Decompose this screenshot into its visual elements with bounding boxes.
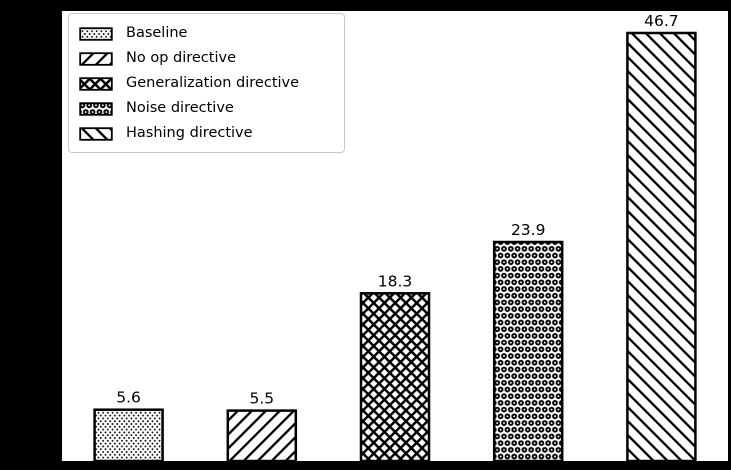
bar [226, 409, 298, 461]
slash-hatch-swatch-icon [79, 126, 113, 141]
bar-value-label: 46.7 [644, 12, 679, 30]
legend-item-label: Generalization directive [126, 74, 300, 91]
legend-item-label: Hashing directive [126, 124, 253, 141]
legend-item-label: Baseline [126, 24, 188, 41]
bar [626, 31, 697, 461]
cross-diagonal-hatch-swatch-icon [79, 76, 113, 91]
bar-chart: 5.6 5.5 18.3 23.9 46.7 [93, 12, 697, 461]
legend: Baseline No op directive Generalization … [68, 13, 345, 153]
dots-large-hatch-swatch-icon [79, 101, 113, 116]
bar-value-label: 23.9 [511, 221, 546, 239]
bar [359, 292, 431, 461]
legend-item: No op directive [79, 46, 336, 71]
bar [93, 408, 164, 461]
legend-item: Noise directive [79, 96, 336, 121]
backslash-hatch-swatch-icon [79, 51, 113, 66]
legend-item-label: No op directive [126, 49, 236, 66]
dots-small-hatch-swatch-icon [79, 26, 113, 41]
bar [492, 240, 564, 461]
legend-item-label: Noise directive [126, 99, 234, 116]
bar-value-label: 18.3 [378, 272, 413, 290]
legend-item: Hashing directive [79, 121, 336, 146]
legend-item: Generalization directive [79, 71, 336, 96]
bar-value-label: 5.5 [249, 390, 274, 408]
bar-value-label: 5.6 [116, 389, 141, 407]
legend-item: Baseline [79, 21, 336, 46]
plot-area: 5.6 5.5 18.3 23.9 46.7 Baseline No op direct… [62, 11, 728, 461]
